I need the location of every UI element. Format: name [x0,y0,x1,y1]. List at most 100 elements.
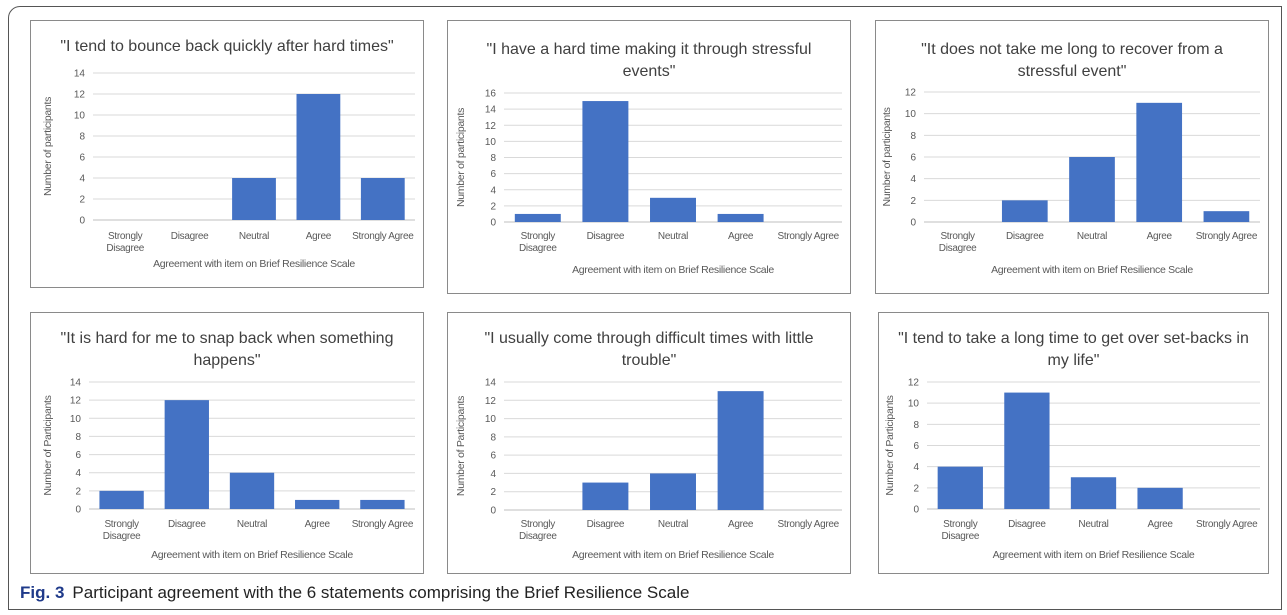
x-tick-label: Disagree [103,531,141,542]
chart-title-line: my life" [1048,352,1100,369]
x-tick-label: Disagree [1006,231,1044,242]
x-tick-label: Strongly [108,231,143,242]
chart-panel-2: "I have a hard time making it through st… [447,20,851,294]
x-tick-label: Disagree [939,243,977,254]
x-axis-label: Agreement with item on Brief Resilience … [991,264,1193,276]
x-tick-label: Neutral [239,231,269,242]
bar [295,499,340,509]
chart-panel-4: "It is hard for me to snap back when som… [30,312,424,574]
bar [296,94,341,220]
y-tick-label: 12 [70,396,82,407]
bar [937,466,983,509]
x-axis-label: Agreement with item on Brief Resilience … [572,549,774,561]
bar [229,472,275,509]
y-tick-label: 0 [75,505,81,516]
x-tick-label: Strongly Agree [352,519,414,530]
y-tick-label: 8 [910,131,916,142]
y-tick-label: 0 [490,218,496,229]
y-tick-label: 2 [910,196,916,207]
x-tick-label: Agree [728,231,754,242]
x-tick-label: Strongly [940,231,975,242]
bar [1001,200,1048,222]
x-tick-label: Strongly [943,519,978,530]
bar [1004,392,1050,509]
x-tick-label: Strongly Agree [777,231,839,242]
y-tick-label: 2 [490,487,496,498]
y-tick-label: 14 [74,69,86,80]
y-tick-label: 12 [485,396,497,407]
x-tick-label: Neutral [658,519,688,530]
y-tick-label: 16 [485,89,497,100]
chart-title-line: "It is hard for me to snap back when som… [61,330,394,347]
y-tick-label: 12 [485,121,497,132]
y-tick-label: 2 [490,201,496,212]
x-tick-label: Neutral [237,519,267,530]
x-tick-label: Strongly [521,519,556,530]
y-tick-label: 2 [79,195,85,206]
bar [360,499,405,509]
y-tick-label: 10 [908,399,920,410]
y-axis-label: Number of Participants [884,395,896,495]
chart-title-line: events" [623,63,676,80]
chart-title-line: "I tend to bounce back quickly after har… [60,38,393,55]
x-tick-label: Strongly Agree [1196,519,1258,530]
y-tick-label: 10 [70,414,82,425]
x-axis-label: Agreement with item on Brief Resilience … [151,549,353,561]
x-tick-label: Disagree [1008,519,1046,530]
y-tick-label: 14 [485,378,497,389]
bar [1137,487,1183,509]
y-axis-label: Number of participants [455,108,467,207]
y-tick-label: 10 [905,109,917,120]
y-tick-label: 4 [490,469,496,480]
y-tick-label: 8 [913,420,919,431]
y-axis-label: Number of participants [42,97,54,196]
y-tick-label: 4 [75,468,81,479]
x-tick-label: Neutral [1078,519,1108,530]
y-tick-label: 6 [913,441,919,452]
x-tick-label: Disagree [106,243,144,254]
y-tick-label: 12 [74,90,86,101]
x-tick-label: Disagree [519,243,557,254]
y-tick-label: 8 [75,432,81,443]
y-tick-label: 10 [485,137,497,148]
bar [582,101,629,222]
bar [717,391,764,510]
y-tick-label: 4 [79,174,85,185]
y-tick-label: 6 [490,451,496,462]
y-tick-label: 14 [485,105,497,116]
x-tick-label: Strongly Agree [777,519,839,530]
y-tick-label: 8 [490,153,496,164]
bar [1069,157,1115,222]
x-tick-label: Strongly Agree [1196,231,1258,242]
y-tick-label: 8 [79,132,85,143]
bar [650,473,696,510]
bar [232,178,276,220]
bar-chart-6: "I tend to take a long time to get over … [884,330,1260,561]
chart-title-line: "I tend to take a long time to get over … [898,330,1249,347]
chart-panel-6: "I tend to take a long time to get over … [878,312,1269,574]
x-axis-label: Agreement with item on Brief Resilience … [153,258,355,270]
x-axis-label: Agreement with item on Brief Resilience … [572,264,774,276]
bar [650,197,696,222]
chart-panel-1: "I tend to bounce back quickly after har… [30,20,424,288]
x-tick-label: Agree [728,519,754,530]
y-tick-label: 6 [490,169,496,180]
bar-chart-2: "I have a hard time making it through st… [455,41,842,276]
x-tick-label: Agree [305,519,331,530]
y-tick-label: 6 [79,153,85,164]
x-tick-label: Disagree [171,231,209,242]
bar [582,482,629,510]
chart-panel-3: "It does not take me long to recover fro… [875,20,1269,294]
bar [99,490,144,509]
bar [514,213,561,222]
bar [1070,477,1117,509]
x-tick-label: Agree [306,231,332,242]
bar [1203,211,1250,222]
y-tick-label: 4 [913,462,919,473]
chart-title-line: "It does not take me long to recover fro… [921,41,1223,58]
x-tick-label: Disagree [168,519,206,530]
y-tick-label: 2 [913,483,919,494]
y-tick-label: 6 [75,450,81,461]
chart-title-line: "I have a hard time making it through st… [487,41,812,58]
chart-title-line: "I usually come through difficult times … [484,330,813,347]
